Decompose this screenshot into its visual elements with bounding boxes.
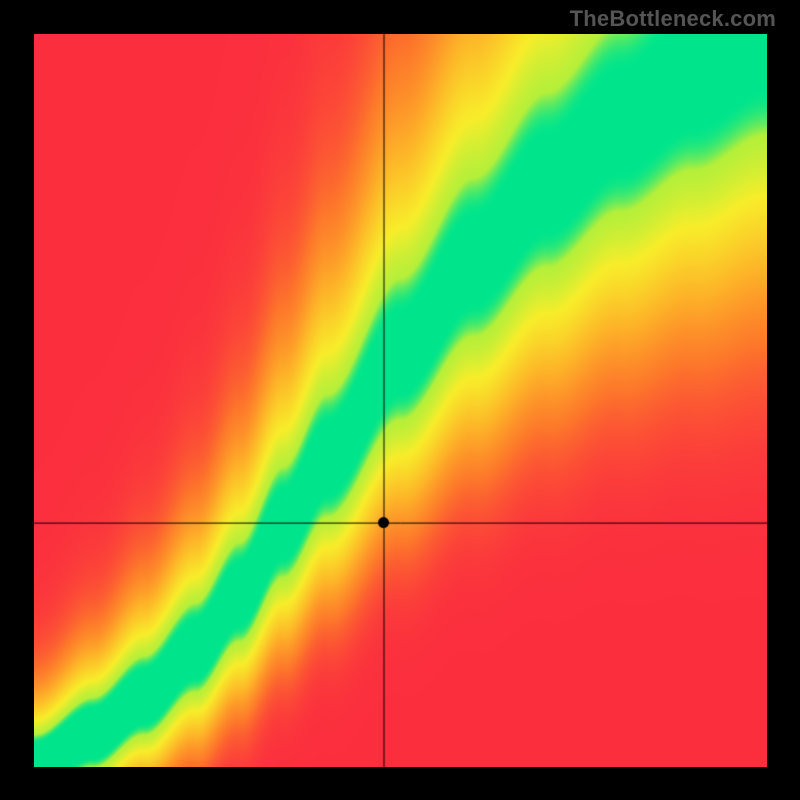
chart-frame: TheBottleneck.com (0, 0, 800, 800)
heatmap-plot (34, 34, 767, 767)
watermark-text: TheBottleneck.com (570, 6, 776, 32)
heatmap-canvas (34, 34, 767, 767)
